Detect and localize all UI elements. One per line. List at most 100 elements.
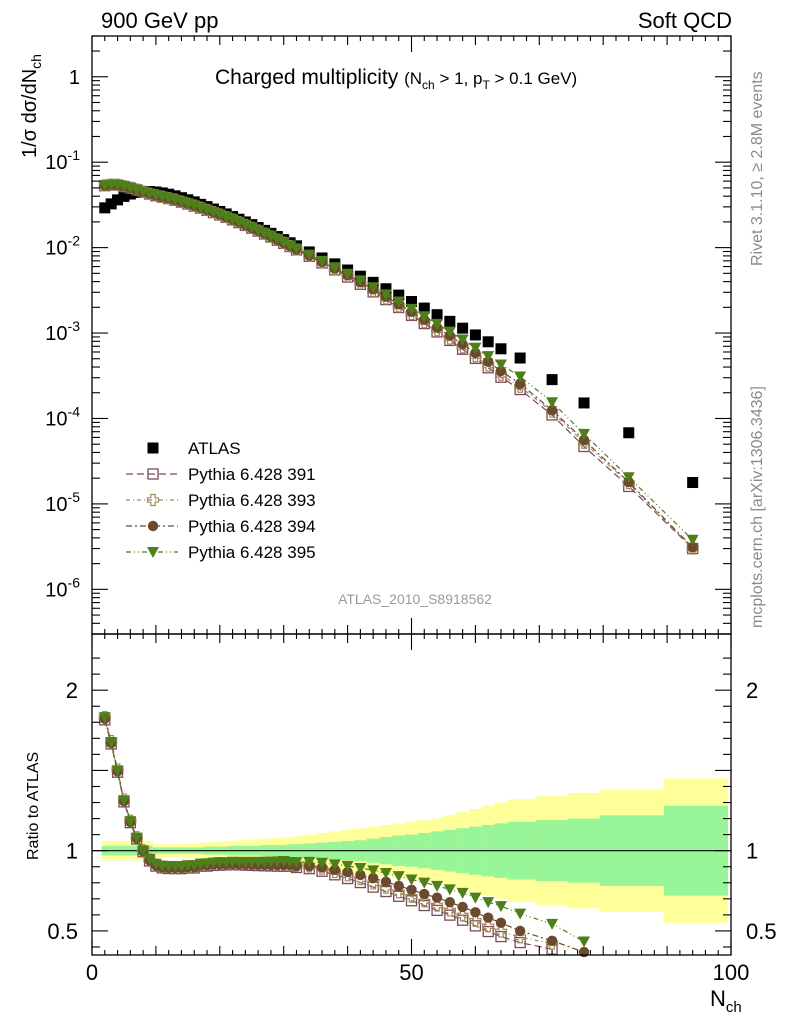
mcplots-source-label: mcplots.cern.ch [arXiv:1306.3436] xyxy=(749,386,766,628)
ratio-point xyxy=(546,935,558,946)
data-point xyxy=(495,343,507,355)
y-tick-label: 10-1 xyxy=(45,147,80,174)
ratio-point xyxy=(418,895,431,908)
legend-entry: Pythia 6.428 395 xyxy=(126,543,316,562)
legend-marker xyxy=(147,442,159,454)
legend: ATLAS Pythia 6.428 391 Pythia 6.428 393 Pyt… xyxy=(126,439,316,562)
data-point xyxy=(546,397,559,409)
legend-label: Pythia 6.428 391 xyxy=(188,465,316,484)
legend-entry: Pythia 6.428 394 xyxy=(126,517,316,536)
ratio-panel-series xyxy=(98,711,591,958)
data-point xyxy=(443,326,456,338)
ratio-point xyxy=(514,925,526,937)
plot-title: Charged multiplicity (Nch > 1, pT > 0.1 … xyxy=(215,66,577,92)
main-y-tick-labels: 10-6 10-5 10-4 10-3 10-2 10-1 1 xyxy=(45,67,80,602)
ratio-point xyxy=(443,904,456,917)
series-pythia-6-428-395 xyxy=(98,179,699,546)
legend-entry: Pythia 6.428 393 xyxy=(126,491,316,510)
data-point xyxy=(392,296,405,308)
data-point xyxy=(245,222,258,234)
ratio-y-tick-label-right: 2 xyxy=(746,678,758,703)
x-tick-label: 50 xyxy=(399,960,423,985)
data-point xyxy=(354,275,367,287)
legend-label: ATLAS xyxy=(188,439,241,458)
ratio-tick-labels: 0.5 0.5 1 1 2 2 0 50 100 xyxy=(47,678,776,985)
y-tick-label: 10-3 xyxy=(45,318,80,345)
data-point xyxy=(431,309,443,321)
ratio-point xyxy=(495,917,507,929)
ratio-point xyxy=(405,895,418,907)
ratio-point xyxy=(406,884,417,895)
ratio-point xyxy=(482,897,495,909)
data-point xyxy=(105,198,117,210)
data-point xyxy=(379,289,392,301)
legend-marker xyxy=(147,547,159,558)
data-point xyxy=(258,228,271,240)
data-point xyxy=(494,359,507,371)
ratio-axis-ticks xyxy=(91,634,732,955)
ratio-point xyxy=(431,880,444,892)
data-point xyxy=(686,534,699,546)
data-point xyxy=(687,542,698,553)
data-point xyxy=(316,255,329,267)
plot-title-main: Charged multiplicity xyxy=(215,66,399,89)
ratio-point xyxy=(130,832,143,844)
data-point xyxy=(406,296,417,308)
ratio-point xyxy=(98,712,111,724)
ratio-point xyxy=(303,856,316,868)
data-point xyxy=(252,225,265,237)
ratio-point xyxy=(419,888,430,900)
ratio-y-tick-label-left: 1 xyxy=(66,839,78,864)
ratio-y-tick-label-left: 2 xyxy=(66,678,78,703)
data-point xyxy=(482,336,494,348)
ratio-point xyxy=(456,887,469,899)
legend-marker xyxy=(147,468,159,480)
ratio-y-tick-label-left: 0.5 xyxy=(47,919,78,944)
data-point xyxy=(367,282,380,294)
y-tick-label: 10-4 xyxy=(45,403,80,430)
data-point xyxy=(118,190,130,202)
ratio-point xyxy=(444,909,456,921)
x-tick-label: 100 xyxy=(713,960,750,985)
ratio-point xyxy=(392,871,405,883)
ratio-point xyxy=(418,899,430,912)
ratio-point xyxy=(328,859,341,871)
beam-label: 900 GeV pp xyxy=(101,8,218,33)
ratio-y-tick-label-right: 0.5 xyxy=(746,919,777,944)
data-point xyxy=(405,303,418,315)
legend-marker xyxy=(146,493,160,507)
data-point xyxy=(514,371,527,383)
ratio-point xyxy=(457,901,468,913)
data-point xyxy=(393,289,405,301)
ratio-point xyxy=(111,765,124,777)
data-point xyxy=(112,194,124,206)
ratio-point xyxy=(379,868,392,880)
data-point xyxy=(622,472,635,484)
ratio-point xyxy=(546,918,559,930)
data-point xyxy=(277,237,290,249)
legend-marker xyxy=(147,520,159,532)
ratio-point xyxy=(470,907,481,918)
ratio-point xyxy=(494,925,508,938)
ratio-point xyxy=(367,865,380,877)
main-axis-ticks xyxy=(91,35,732,635)
y-tick-label: 10-2 xyxy=(45,233,80,260)
main-y-axis-label: 1/σ dσ/dNch xyxy=(19,54,44,158)
data-point xyxy=(284,240,297,252)
x-axis-label: Nch xyxy=(710,986,742,1016)
ratio-series-pythia-6-428-395 xyxy=(98,712,591,948)
y-tick-label: 1 xyxy=(69,67,80,89)
data-point xyxy=(546,374,558,386)
data-point xyxy=(290,243,303,255)
data-point xyxy=(431,318,444,330)
ratio-point xyxy=(418,877,431,889)
data-point xyxy=(418,311,431,323)
ratio-point xyxy=(117,795,130,807)
plot-title-detail: (Nch > 1, pT > 0.1 GeV) xyxy=(404,69,577,92)
data-point xyxy=(495,365,507,377)
ratio-point xyxy=(342,866,353,878)
ratio-point xyxy=(456,909,469,922)
data-point xyxy=(418,302,430,314)
